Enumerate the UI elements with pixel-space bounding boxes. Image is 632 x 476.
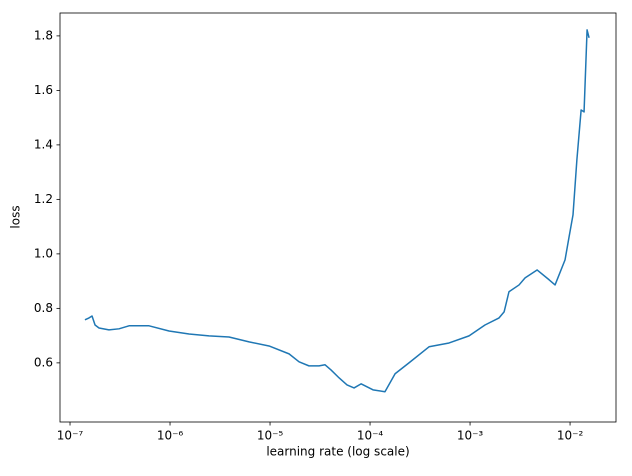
x-tick-label: 10⁻⁵ <box>257 429 284 443</box>
x-tick-label: 10⁻³ <box>457 429 484 443</box>
y-tick-label: 0.8 <box>34 301 53 315</box>
y-tick-label: 1.6 <box>34 83 53 97</box>
y-tick-label: 0.6 <box>34 355 53 369</box>
y-axis-label: loss <box>9 205 23 228</box>
x-tick-label: 10⁻² <box>557 429 584 443</box>
y-tick-label: 1.2 <box>34 192 53 206</box>
x-tick-label: 10⁻⁶ <box>157 429 184 443</box>
x-tick-label: 10⁻⁷ <box>57 429 84 443</box>
y-tick-label: 1.4 <box>34 137 53 151</box>
y-tick-label: 1.0 <box>34 246 53 260</box>
x-tick-label: 10⁻⁴ <box>357 429 384 443</box>
loss-line <box>84 29 590 393</box>
x-axis-label: learning rate (log scale) <box>266 445 409 459</box>
y-tick-label: 1.8 <box>34 28 53 42</box>
axes-frame <box>59 12 617 423</box>
